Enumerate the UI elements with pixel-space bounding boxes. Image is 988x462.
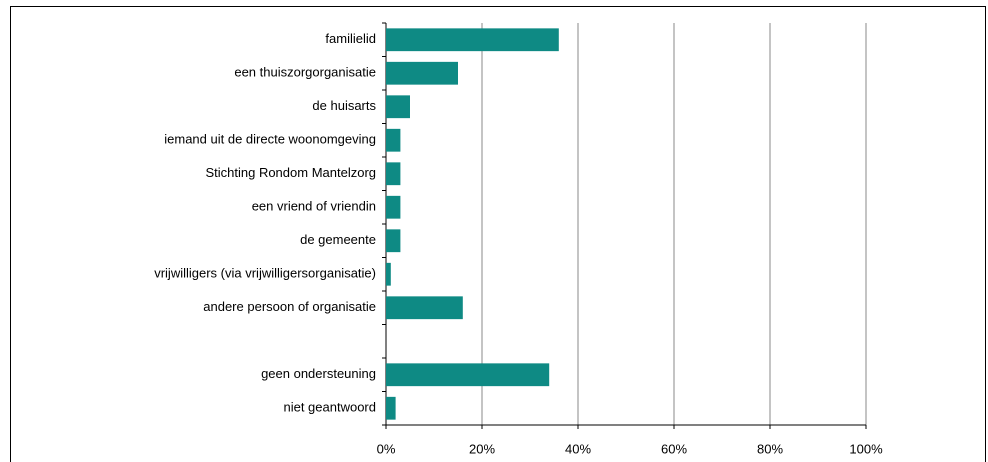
bar <box>386 95 410 119</box>
y-tick-label: andere persoon of organisatie <box>203 299 376 314</box>
chart-frame <box>10 6 986 462</box>
y-tick-label: niet geantwoord <box>283 400 376 415</box>
y-tick-label: de huisarts <box>312 98 376 113</box>
bar <box>386 61 458 85</box>
x-tick-label: 80% <box>757 441 783 456</box>
bar <box>386 396 396 420</box>
y-tick-label: de gemeente <box>300 232 376 247</box>
y-tick-label: iemand uit de directe woonomgeving <box>164 132 376 147</box>
x-tick-label: 60% <box>661 441 687 456</box>
bar <box>386 296 463 320</box>
bar <box>386 229 401 253</box>
x-tick-label: 40% <box>565 441 591 456</box>
bar <box>386 363 550 387</box>
y-tick-label: vrijwilligers (via vrijwilligersorganisa… <box>154 266 376 281</box>
x-tick-label: 0% <box>377 441 396 456</box>
bar <box>386 195 401 219</box>
y-tick-label: Stichting Rondom Mantelzorg <box>205 165 376 180</box>
bar <box>386 128 401 152</box>
bar <box>386 262 391 286</box>
y-tick-label: geen ondersteuning <box>261 366 376 381</box>
y-tick-label: familielid <box>325 31 376 46</box>
x-tick-label: 20% <box>469 441 495 456</box>
x-tick-label: 100% <box>849 441 883 456</box>
bar <box>386 162 401 186</box>
bar <box>386 28 559 52</box>
y-tick-label: een vriend of vriendin <box>252 199 376 214</box>
y-tick-label: een thuiszorgorganisatie <box>234 65 376 80</box>
